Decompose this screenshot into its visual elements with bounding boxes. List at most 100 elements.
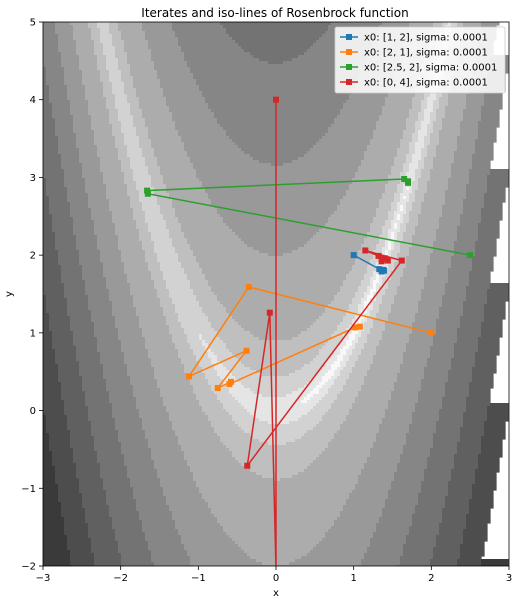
contour-band: [43, 457, 53, 461]
contour-band: [406, 127, 416, 131]
contour-band: [43, 490, 59, 494]
contour-band: [382, 514, 413, 518]
contour-band: [460, 553, 485, 557]
contour-band: [418, 214, 443, 218]
contour-band: [202, 94, 350, 98]
contour-band: [412, 97, 425, 101]
contour-band: [49, 436, 71, 440]
contour-band: [103, 487, 134, 491]
contour-band: [172, 511, 212, 515]
contour-band: [256, 472, 299, 476]
contour-band: [334, 349, 341, 353]
contour-band: [391, 241, 395, 245]
contour-band: [331, 355, 338, 359]
contour-band: [382, 193, 395, 197]
contour-band: [55, 241, 77, 245]
contour-band: [364, 376, 398, 380]
contour-band: [103, 265, 125, 269]
contour-band: [484, 193, 506, 197]
contour-band: [94, 325, 116, 329]
contour-band: [139, 415, 170, 419]
contour-band: [151, 58, 185, 62]
contour-band: [211, 424, 239, 428]
contour-band: [103, 82, 113, 86]
contour-band: [328, 409, 350, 413]
contour-band: [448, 103, 467, 107]
contour-band: [364, 157, 395, 161]
contour-band: [151, 175, 164, 179]
contour-band: [373, 136, 404, 140]
contour-band: [391, 307, 419, 311]
contour-band: [61, 163, 83, 167]
contour-band: [172, 298, 197, 302]
contour-band: [91, 37, 101, 41]
contour-band: [109, 25, 119, 29]
contour-band: [193, 349, 206, 353]
contour-band: [109, 112, 119, 116]
contour-band: [43, 121, 56, 125]
contour-band: [103, 481, 131, 485]
contour-band: [97, 340, 122, 344]
contour-band: [319, 391, 329, 395]
contour-band: [238, 379, 311, 383]
contour-band: [142, 328, 170, 332]
contour-band: [43, 397, 62, 401]
contour-band: [148, 130, 179, 134]
contour-band: [385, 184, 398, 188]
contour-band: [124, 142, 140, 146]
contour-band: [409, 22, 434, 26]
contour-band: [100, 355, 125, 359]
contour-band: [154, 370, 185, 374]
contour-band: [73, 34, 92, 38]
contour-band: [58, 43, 77, 47]
contour-band: [340, 427, 380, 431]
contour-band: [442, 211, 464, 215]
contour-band: [442, 400, 467, 404]
contour-band: [355, 175, 389, 179]
contour-band: [76, 235, 98, 239]
contour-band: [448, 280, 470, 284]
contour-band: [355, 172, 392, 176]
contour-band: [436, 325, 461, 329]
contour-band: [43, 445, 50, 449]
x-tick-label: −2: [113, 573, 128, 584]
contour-band: [196, 358, 212, 362]
contour-band: [430, 565, 458, 566]
contour-band: [97, 154, 119, 158]
contour-band: [445, 385, 470, 389]
contour-band: [184, 268, 203, 272]
contour-band: [469, 280, 491, 284]
contour-band: [223, 25, 329, 29]
contour-band: [151, 559, 191, 563]
contour-band: [64, 526, 89, 530]
contour-band: [100, 466, 128, 470]
contour-band: [364, 238, 380, 242]
contour-band: [115, 532, 146, 536]
contour-band: [211, 361, 221, 365]
contour-band: [46, 298, 68, 302]
contour-band: [409, 247, 434, 251]
contour-band: [58, 145, 77, 149]
contour-band: [478, 130, 497, 134]
contour-band: [220, 22, 332, 26]
contour-band: [142, 334, 173, 338]
x-axis-label: x: [273, 588, 279, 599]
contour-band: [451, 166, 473, 170]
contour-band: [361, 310, 368, 314]
contour-band: [391, 220, 404, 224]
contour-band: [121, 340, 146, 344]
contour-band: [478, 238, 497, 242]
contour-band: [160, 481, 197, 485]
contour-band: [145, 31, 176, 35]
contour-band: [346, 502, 386, 506]
contour-band: [94, 559, 122, 563]
contour-band: [376, 439, 407, 443]
contour-band: [406, 205, 413, 209]
contour-band: [133, 487, 164, 491]
contour-band: [148, 541, 182, 545]
contour-band: [316, 457, 368, 461]
contour-band: [475, 352, 500, 356]
contour-band: [475, 475, 497, 479]
contour-band: [181, 139, 233, 143]
